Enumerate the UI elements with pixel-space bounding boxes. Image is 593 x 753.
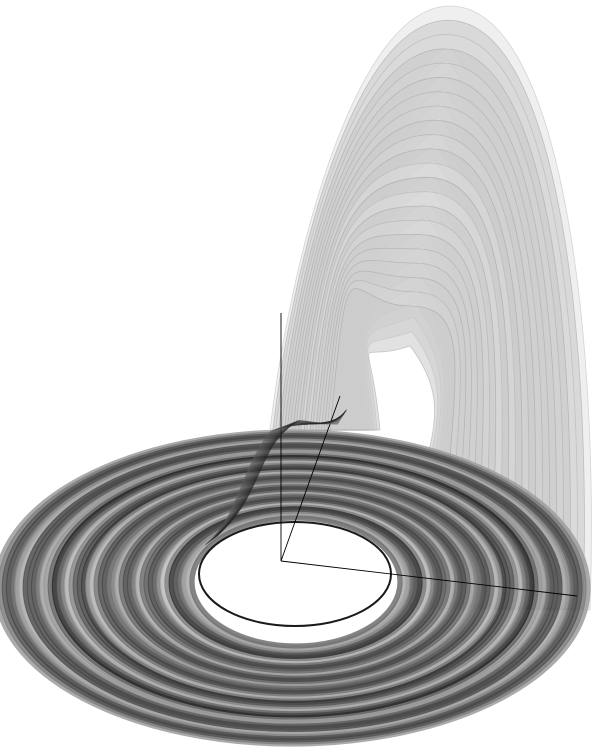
fold-twist-strand xyxy=(216,409,348,537)
axis-line-2 xyxy=(280,560,578,597)
spiral-disk xyxy=(0,429,591,747)
fold-lobe xyxy=(269,5,592,611)
central-hole xyxy=(198,521,392,627)
fold-twist xyxy=(204,409,348,546)
